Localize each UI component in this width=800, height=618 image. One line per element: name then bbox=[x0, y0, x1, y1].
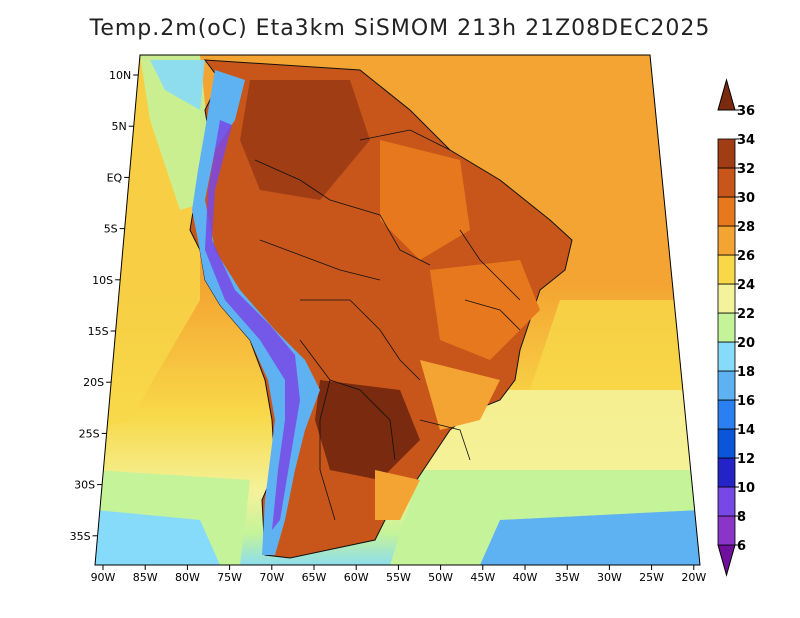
andes-very-cold-core bbox=[205, 120, 300, 530]
south-atlantic-cold bbox=[480, 510, 700, 565]
colorbar-label: 34 bbox=[737, 133, 755, 148]
colorbar-segment bbox=[717, 341, 736, 372]
lat-tick-label: 30S bbox=[74, 479, 95, 492]
colorbar-label: 24 bbox=[737, 278, 755, 293]
colorbar-segment bbox=[717, 399, 736, 430]
chaco-hot-zone bbox=[315, 380, 420, 480]
colorbar-label: 10 bbox=[737, 481, 755, 496]
lat-tick-label: 25S bbox=[79, 427, 100, 440]
uruguay-mild-zone bbox=[375, 470, 420, 520]
lon-tick-label: 55W bbox=[386, 571, 411, 584]
lon-tick-label: 90W bbox=[91, 571, 116, 584]
lat-tick-label: 5N bbox=[111, 120, 126, 133]
lat-tick-label: 35S bbox=[70, 530, 91, 543]
map-frame bbox=[94, 54, 701, 566]
colorbar-label: 18 bbox=[737, 365, 755, 380]
lon-tick-label: 75W bbox=[217, 571, 242, 584]
colorbar-label: 26 bbox=[737, 249, 755, 264]
lon-tick-label: 50W bbox=[428, 571, 453, 584]
colorbar-label: 8 bbox=[737, 510, 746, 525]
colorbar-segment bbox=[717, 428, 736, 459]
colorbar-segment bbox=[717, 167, 736, 198]
colorbar-label: 12 bbox=[737, 452, 755, 467]
lon-tick-label: 45W bbox=[470, 571, 495, 584]
southeast-mild-zone bbox=[420, 360, 500, 430]
colorbar-segment bbox=[717, 370, 736, 401]
colorbar-segment bbox=[717, 457, 736, 488]
colorbar-segment bbox=[717, 254, 736, 285]
lon-tick-label: 85W bbox=[133, 571, 158, 584]
colorbar-segment bbox=[717, 196, 736, 227]
colorbar-label: 20 bbox=[737, 336, 755, 351]
lon-tick-label: 80W bbox=[175, 571, 200, 584]
colorbar-segment bbox=[717, 225, 736, 256]
colorbar-segment bbox=[717, 515, 736, 546]
lon-tick-label: 65W bbox=[302, 571, 327, 584]
lon-tick-label: 20W bbox=[681, 571, 706, 584]
south-pacific-cold bbox=[95, 510, 220, 565]
lon-tick-label: 60W bbox=[344, 571, 369, 584]
colorbar-label: 32 bbox=[737, 162, 755, 177]
colorbar-max-arrow bbox=[717, 78, 736, 111]
lon-tick-label: 25W bbox=[639, 571, 664, 584]
lon-tick-label: 70W bbox=[259, 571, 284, 584]
atlantic-warm bbox=[530, 300, 700, 390]
lat-tick-label: 15S bbox=[88, 325, 109, 338]
lat-tick-label: EQ bbox=[107, 171, 123, 184]
colorbar-label: 36 bbox=[737, 104, 755, 119]
colorbar: 6 8 10 12 14 16 18 20 22 24 26 28 30 32 34 36 bbox=[717, 78, 755, 577]
northeast-warm-zone bbox=[430, 260, 540, 360]
lat-tick-label: 20S bbox=[83, 376, 104, 389]
map-panel bbox=[95, 55, 700, 565]
pacific-cold-zone bbox=[150, 60, 205, 110]
colorbar-label: 14 bbox=[737, 423, 755, 438]
lon-tick-label: 30W bbox=[597, 571, 622, 584]
colorbar-segment bbox=[717, 486, 736, 517]
colorbar-segment bbox=[717, 138, 736, 169]
colorbar-label: 6 bbox=[737, 539, 746, 554]
colorbar-min-arrow bbox=[717, 544, 736, 577]
lat-tick-label: 5S bbox=[104, 223, 118, 236]
colorbar-label: 16 bbox=[737, 394, 755, 409]
lon-tick-label: 40W bbox=[513, 571, 538, 584]
map-title: Temp.2m(oC) Eta3km SiSMOM 213h 21Z08DEC2… bbox=[89, 16, 711, 41]
colorbar-segment bbox=[717, 283, 736, 314]
latitude-axis: 10N 5N EQ 5S 10S 15S 20S 25S 30S 35S bbox=[70, 69, 139, 543]
colorbar-segment bbox=[717, 312, 736, 343]
country-borders bbox=[254, 129, 521, 521]
lat-tick-label: 10S bbox=[92, 274, 113, 287]
colorbar-label: 28 bbox=[737, 220, 755, 235]
lon-tick-label: 35W bbox=[555, 571, 580, 584]
longitude-axis: 90W 85W 80W 75W 70W 65W 60W 55W 50W 45W 40W 35W 30W 2… bbox=[91, 565, 706, 584]
east-warm-zone bbox=[380, 140, 470, 260]
amazon-hot-zone bbox=[240, 80, 370, 200]
colorbar-label: 30 bbox=[737, 191, 755, 206]
lat-tick-label: 10N bbox=[109, 69, 131, 82]
colorbar-label: 22 bbox=[737, 307, 755, 322]
